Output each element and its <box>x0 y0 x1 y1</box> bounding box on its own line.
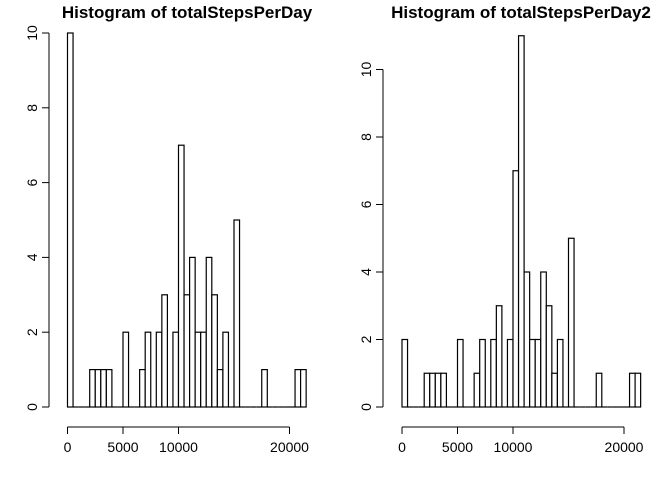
chart-title-right: Histogram of totalStepsPerDay2 <box>391 3 651 22</box>
x-tick-label-left-0: 0 <box>64 439 72 455</box>
histogram-bar-right-5 <box>429 372 436 408</box>
histogram-bar-left-21 <box>183 294 191 408</box>
histogram-bar-left-10 <box>122 331 130 408</box>
histogram-bar-left-30 <box>233 219 241 408</box>
histogram-bar-left-41 <box>294 369 302 408</box>
histogram-panel-left: Histogram of totalStepsPerDay 0 5000 10000… <box>24 3 313 455</box>
histogram-bar-left-27 <box>216 369 224 408</box>
histogram-bar-right-25 <box>540 271 547 408</box>
histogram-bar-right-42 <box>634 372 642 408</box>
histogram-bar-left-19 <box>172 331 180 408</box>
histogram-bar-right-28 <box>556 338 564 408</box>
histogram-bar-right-14 <box>479 338 486 408</box>
histogram-bar-right-10 <box>456 338 464 408</box>
x-axis-right: 0 5000 10000 20000 <box>398 426 644 455</box>
histogram-bar-right-6 <box>434 372 442 408</box>
y-tick-label-left-5: 10 <box>24 25 40 41</box>
histogram-bar-left-25 <box>205 256 213 408</box>
x-tick-label-left-3: 20000 <box>270 439 309 455</box>
histogram-bar-left-6 <box>100 369 107 408</box>
x-tick-label-left-2: 10000 <box>159 439 198 455</box>
histogram-bar-left-26 <box>211 294 218 408</box>
y-axis-left: 0 2 4 6 8 10 <box>24 25 50 411</box>
y-tick-label-left-1: 2 <box>24 328 40 336</box>
histogram-bar-left-42 <box>300 369 307 408</box>
histogram-bar-right-21 <box>517 35 525 408</box>
y-tick-label-right-4: 8 <box>358 133 374 141</box>
histogram-bar-right-7 <box>440 372 448 408</box>
histogram-bar-right-23 <box>529 338 536 408</box>
x-tick-label-right-1: 5000 <box>442 439 473 455</box>
y-tick-label-right-2: 4 <box>358 268 374 276</box>
histogram-bar-left-4 <box>89 369 96 408</box>
y-tick-label-right-0: 0 <box>358 403 374 411</box>
histogram-bar-right-19 <box>506 338 514 408</box>
histogram-bar-left-35 <box>261 369 268 408</box>
histogram-bar-right-0 <box>401 338 409 408</box>
y-tick-label-right-3: 6 <box>358 200 374 208</box>
x-tick-label-right-0: 0 <box>398 439 406 455</box>
histogram-bar-right-4 <box>423 372 431 408</box>
histogram-panel-right: Histogram of totalStepsPerDay2 0 5000 1000… <box>358 3 651 455</box>
histogram-bar-left-0 <box>66 32 74 408</box>
y-tick-label-right-5: 10 <box>358 62 374 78</box>
bars-right <box>401 35 642 408</box>
histogram-bar-right-35 <box>595 372 603 408</box>
histogram-bar-left-17 <box>161 294 169 408</box>
histogram-bar-left-16 <box>155 331 163 408</box>
y-tick-label-left-3: 6 <box>24 178 40 186</box>
histogram-bar-right-22 <box>523 271 531 408</box>
y-tick-label-left-0: 0 <box>24 403 40 411</box>
histogram-bar-left-28 <box>222 331 230 408</box>
y-tick-label-left-4: 8 <box>24 104 40 112</box>
histogram-bar-right-41 <box>628 372 636 408</box>
y-axis-right: 0 2 4 6 8 10 <box>358 62 384 411</box>
histogram-bar-right-13 <box>473 372 481 408</box>
x-tick-label-right-3: 20000 <box>605 439 644 455</box>
histogram-bar-right-17 <box>495 305 503 408</box>
histogram-bar-left-20 <box>177 144 185 408</box>
histogram-bar-left-7 <box>105 369 113 408</box>
x-tick-label-right-2: 10000 <box>494 439 533 455</box>
histogram-bar-right-16 <box>490 338 497 408</box>
chart-title-left: Histogram of totalStepsPerDay <box>62 3 313 22</box>
x-axis-left: 0 5000 10000 20000 <box>64 426 309 455</box>
histogram-bar-left-23 <box>194 331 202 408</box>
histogram-bar-right-20 <box>512 170 520 408</box>
histogram-bar-left-24 <box>200 331 207 408</box>
histogram-bar-right-24 <box>534 338 542 408</box>
y-tick-label-right-1: 2 <box>358 335 374 343</box>
histogram-bar-left-13 <box>139 369 146 408</box>
histogram-bar-left-14 <box>144 331 152 408</box>
histogram-bar-left-5 <box>94 369 102 408</box>
y-tick-label-left-2: 4 <box>24 253 40 261</box>
histogram-bar-left-22 <box>189 256 196 408</box>
histogram-bar-right-27 <box>551 372 558 408</box>
x-tick-label-left-1: 5000 <box>107 439 138 455</box>
histogram-bar-right-26 <box>545 305 553 408</box>
histogram-bar-right-30 <box>567 237 575 408</box>
bars-left <box>66 32 307 408</box>
